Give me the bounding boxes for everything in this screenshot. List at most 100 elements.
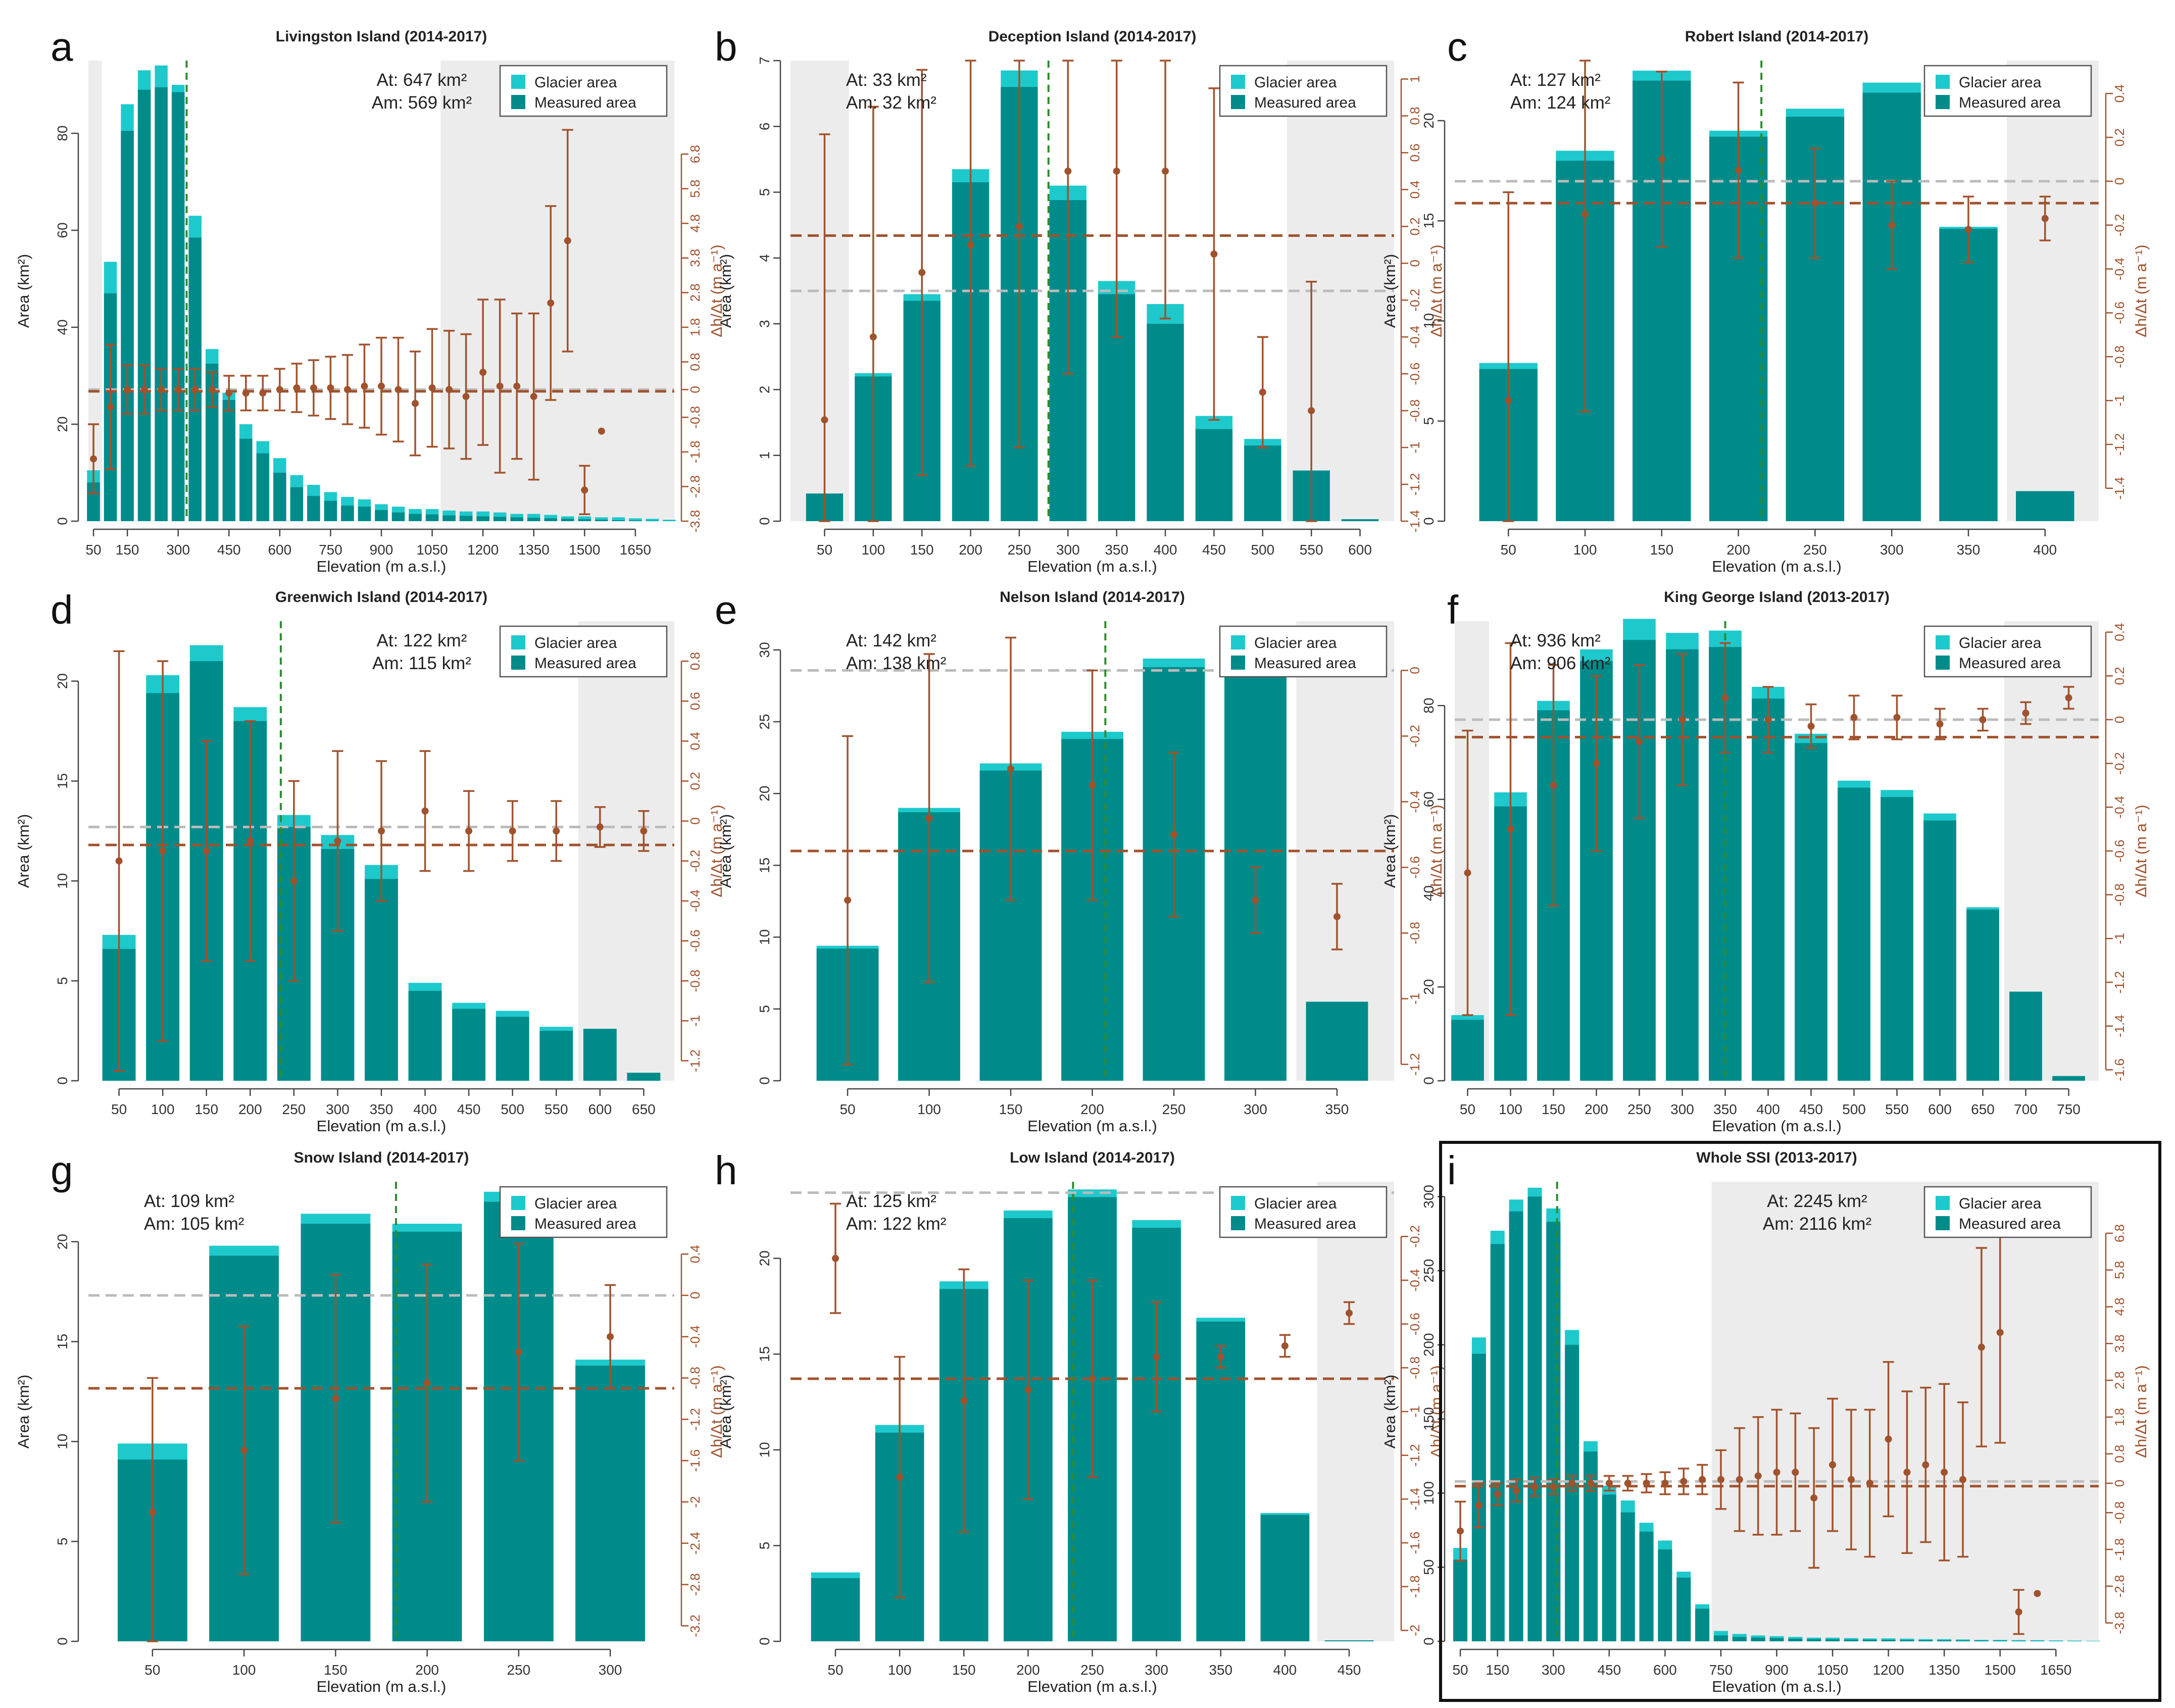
y-right-tick-label: -1 (687, 1015, 703, 1027)
y-tick-label: 6 (757, 122, 772, 130)
measured-area-bar (1244, 445, 1281, 521)
panel-b: 0 1 2 3 4 5 6 7 Area (km²) -1.4 -1.2 -1 -0.8 -0.6 -0.4… (715, 24, 1445, 575)
y-tick-label: 80 (55, 125, 70, 141)
y-right-tick-label: -3.8 (687, 510, 703, 533)
dhdt-point (564, 237, 571, 244)
panel-title: Snow Island (2014-2017) (294, 1149, 469, 1166)
measured-area-bar (1324, 1640, 1374, 1641)
legend-swatch-measured (1936, 656, 1950, 670)
legend-swatch-measured (1231, 95, 1245, 109)
dhdt-point (1113, 167, 1120, 175)
y-right-tick-label: 0.2 (687, 772, 703, 790)
dhdt-point (1007, 765, 1015, 773)
dhdt-point (1721, 694, 1729, 701)
y-right-tick-label: -1.8 (687, 440, 703, 463)
measured-area-bar (222, 400, 236, 521)
y-tick-label: 4 (757, 254, 772, 262)
measured-area-bar (1695, 1609, 1710, 1641)
x-tick-label: 600 (588, 1101, 612, 1117)
y-right-tick-label: -0.8 (1407, 1357, 1422, 1379)
measured-area-bar (1732, 1637, 1747, 1641)
dhdt-point (496, 382, 504, 390)
dhdt-point (421, 807, 429, 815)
y-right-tick-label: -0.6 (2112, 302, 2127, 324)
x-tick-label: 350 (1105, 542, 1128, 558)
x-axis-label: Elevation (m a.s.l.) (1712, 558, 1842, 575)
dhdt-point (869, 333, 877, 341)
x-tick-label: 450 (1202, 542, 1226, 558)
measured-area-bar (1939, 229, 1998, 521)
legend-swatch-measured (1936, 95, 1950, 109)
y-axis-right-label: Δh/Δt (m a⁻¹) (2132, 1365, 2150, 1458)
x-axis: 50 100 150 200 250 300 350 400 450 Elevation (m a… (827, 1648, 1361, 1695)
measured-area-bar (1196, 1321, 1246, 1641)
y-right-tick-label: 4.8 (687, 214, 703, 232)
y-axis-right-label: Δh/Δt (m a⁻¹) (708, 805, 725, 897)
measured-area-bar (561, 519, 574, 521)
y-tick-label: 5 (757, 1005, 772, 1013)
x-axis: 50 150 300 450 600 750 900 1050 1200 1350 1500 1650… (85, 528, 651, 575)
measured-area-bar (1676, 1577, 1691, 1641)
x-tick-label: 300 (1244, 1101, 1267, 1117)
y-tick-label: 0 (757, 1637, 772, 1645)
legend-box (499, 625, 668, 678)
dhdt-point (149, 1509, 156, 1516)
dhdt-point (1281, 1342, 1289, 1349)
y-right-tick-label: 3.8 (687, 249, 703, 267)
dhdt-point (343, 386, 351, 393)
glacier-area-bar (1993, 1640, 2007, 1641)
dhdt-point (553, 827, 560, 835)
measured-area-bar (1620, 1512, 1635, 1641)
x-tick-label: 450 (1597, 1662, 1621, 1678)
x-tick-label: 300 (1542, 1662, 1565, 1678)
panel-title: Robert Island (2014-2017) (1685, 28, 1868, 45)
y-right-tick-label: 2.8 (687, 283, 703, 302)
y-right-tick-label: -1.2 (1407, 1053, 1422, 1076)
dhdt-point (1089, 1375, 1096, 1382)
measured-area-bar (1862, 1639, 1877, 1641)
legend-box (499, 1186, 668, 1238)
am-annotation: Am: 122 km² (846, 1214, 946, 1234)
x-tick-label: 50 (144, 1662, 160, 1678)
dhdt-point (1581, 211, 1589, 218)
am-annotation: Am: 906 km² (1510, 654, 1610, 673)
x-tick-label: 750 (1709, 1662, 1733, 1678)
y-right-tick-label: -0.8 (2112, 345, 2127, 368)
measured-area-bar (510, 517, 523, 521)
y-right-tick-label: -0.2 (1407, 289, 1422, 312)
x-tick-label: 500 (1251, 542, 1274, 558)
legend-swatch-glacier (1936, 75, 1950, 89)
dhdt-point (1346, 1310, 1353, 1317)
y-axis-left: 0 5 10 15 20 25 30 Area (km²) (717, 642, 781, 1085)
y-right-tick-label: 0 (687, 1292, 703, 1299)
legend: Glacier area Measured area (1219, 1186, 1388, 1238)
dhdt-point (844, 896, 852, 904)
dhdt-point (1568, 1479, 1576, 1487)
measured-area-bar (425, 514, 439, 521)
dhdt-point (225, 389, 233, 397)
x-tick-label: 150 (116, 542, 139, 558)
dhdt-point (159, 847, 167, 855)
dhdt-point (1494, 1490, 1501, 1498)
y-tick-label: 0 (55, 517, 70, 525)
measured-area-bar (1900, 1640, 1914, 1641)
measured-area-bar (595, 520, 608, 521)
y-right-tick-label: -0.2 (1407, 1225, 1422, 1248)
legend-box (1923, 625, 2092, 678)
y-right-tick-label: 0.8 (687, 652, 703, 670)
x-tick-label: 1650 (2040, 1662, 2071, 1678)
x-tick-label: 200 (1016, 1662, 1040, 1678)
dhdt-point (515, 1348, 522, 1356)
measured-area-bar (2052, 1076, 2085, 1081)
glacier-area-bar (663, 520, 676, 521)
y-right-tick-label: 1 (1407, 75, 1422, 82)
y-right-tick-label: -0.4 (2112, 258, 2127, 280)
dhdt-point (428, 384, 436, 391)
x-tick-label: 900 (370, 542, 393, 558)
x-tick-label: 550 (545, 1101, 568, 1117)
dhdt-point (547, 299, 555, 307)
dhdt-point (1512, 1487, 1520, 1494)
y-tick-label: 5 (757, 1542, 772, 1550)
y-tick-label: 40 (1421, 885, 1437, 901)
y-right-tick-label: -0.2 (687, 849, 703, 872)
